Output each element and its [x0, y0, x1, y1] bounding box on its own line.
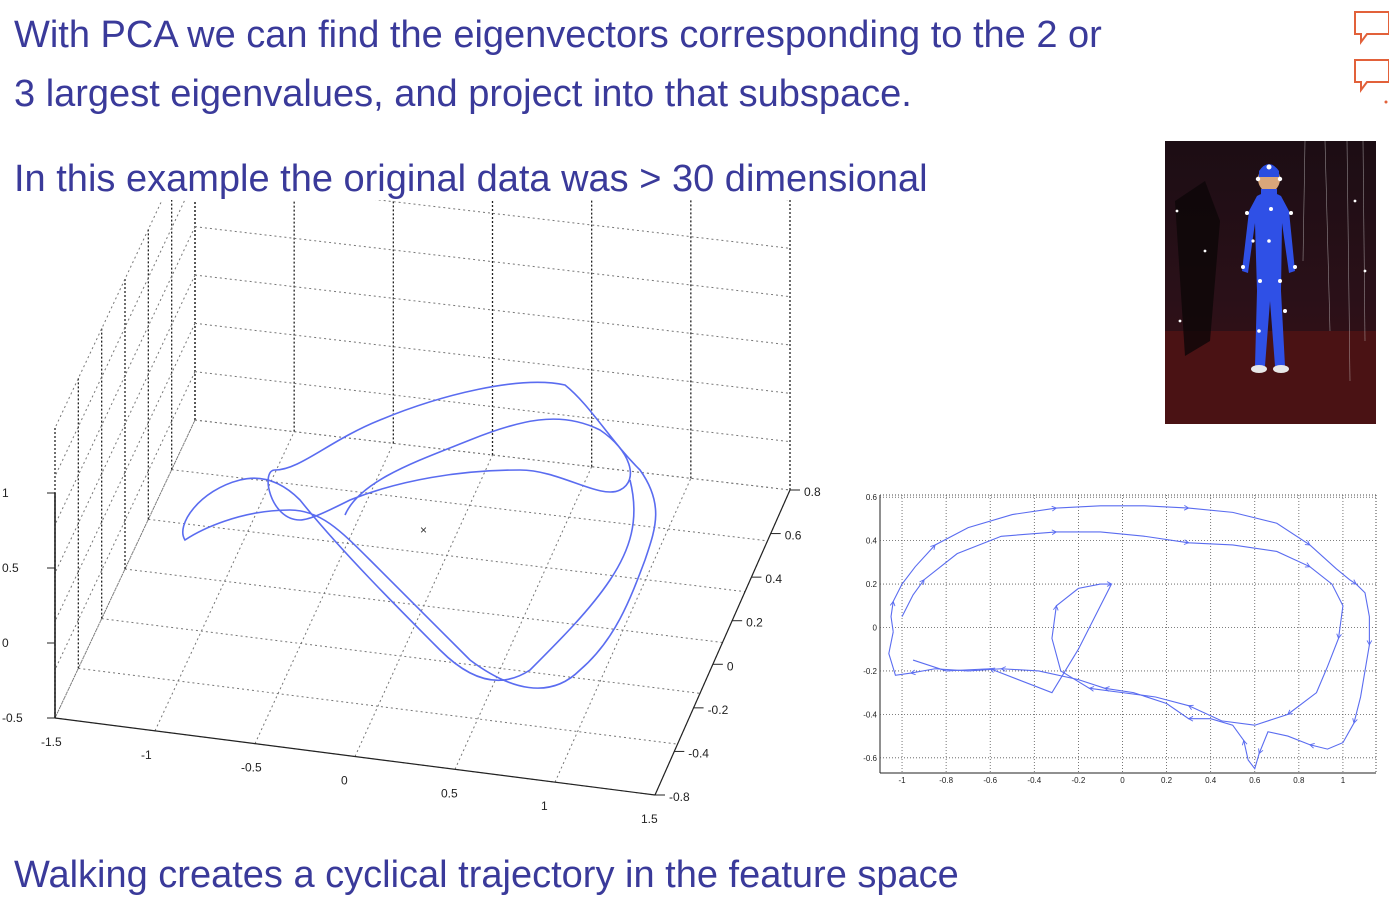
trajectory-arrow [1352, 718, 1358, 724]
x-tick-label: 0.4 [1205, 776, 1217, 785]
x-tick-label: 1 [1341, 776, 1346, 785]
slide-text-line-3: In this example the original data was > … [14, 158, 928, 200]
trajectory-arrow [1187, 704, 1194, 710]
motion-capture-photo [1165, 141, 1376, 424]
trajectory-arrow [889, 600, 896, 607]
z-tick-label: 1 [2, 486, 9, 500]
trajectory-arrow [1287, 709, 1293, 715]
trajectory-2d-line [888, 505, 1370, 770]
trajectory-3d-line [182, 381, 657, 689]
trajectory-arrow [1308, 743, 1315, 749]
x-tick-label: -0.2 [1072, 776, 1086, 785]
trajectory-arrow [1366, 640, 1373, 646]
trajectory-arrow [1106, 581, 1113, 587]
y-tick-label: 0.4 [866, 537, 878, 546]
x-tick-label: -1 [898, 776, 906, 785]
slide-text-line-2: 3 largest eigenvalues, and project into … [14, 73, 912, 115]
z-tick-label: 0.5 [2, 561, 19, 575]
x-tick-label: 0.8 [1293, 776, 1305, 785]
x-tick-label: 0.2 [1161, 776, 1173, 785]
x-tick-label: -0.5 [241, 761, 262, 775]
x-tick-label: 0 [1120, 776, 1125, 785]
slide-footer-text: Walking creates a cyclical trajectory in… [14, 854, 959, 896]
trajectory-arrow [930, 544, 936, 550]
y-tick-label: 0.2 [746, 616, 763, 630]
y-tick-label: 0.4 [765, 572, 782, 586]
trajectory-arrow [909, 669, 916, 676]
trajectory-arrow [1053, 604, 1059, 611]
speech-bubble-icon[interactable] [1354, 59, 1389, 93]
y-tick-label: 0.2 [866, 580, 878, 589]
svg-text:×: × [420, 523, 427, 537]
x-tick-label: -0.6 [983, 776, 997, 785]
y-tick-label: -0.2 [708, 703, 729, 717]
y-tick-label: 0.6 [866, 493, 878, 502]
trajectory-arrow [1000, 666, 1006, 672]
z-tick-label: 0 [2, 636, 9, 650]
speech-bubble-icon[interactable] [1354, 11, 1389, 45]
trajectory-arrow [989, 667, 996, 673]
x-tick-label: 0.6 [1249, 776, 1261, 785]
slide-text-line-1: With PCA we can find the eigenvectors co… [14, 14, 1102, 56]
trajectory-arrow [1088, 686, 1095, 692]
trajectory-arrow [1241, 739, 1248, 746]
trajectory-arrow [1187, 715, 1194, 722]
pca-2d-plot: -1 -0.8 -0.6 -0.4 -0.2 0 0.2 0.4 0.6 0.8 1 -0.6 -0.4… [848, 485, 1389, 790]
trajectory-arrow [919, 578, 925, 585]
y-tick-label: 0 [727, 659, 734, 673]
x-tick-label: 0 [341, 774, 348, 788]
y-tick-label: -0.4 [863, 710, 877, 719]
pca-3d-plot: -1.5 -1 -0.5 0 0.5 1 1.5 -0.8 -0.4 -0.2 0 0.2 0.4 0.6… [0, 129, 850, 830]
x-tick-label: -0.8 [939, 776, 953, 785]
y-tick-label: -0.6 [863, 754, 877, 763]
trajectory-arrow [1336, 633, 1342, 640]
x-tick-label: 1.5 [641, 812, 658, 826]
x-tick-label: -1 [141, 748, 152, 762]
y-tick-label: 0 [873, 623, 878, 632]
trajectory-arrow [1183, 539, 1190, 545]
y-tick-label: -0.4 [688, 746, 709, 760]
x-tick-label: 0.5 [441, 786, 458, 800]
trajectory-arrow [1051, 529, 1058, 536]
x-tick-label: -1.5 [41, 735, 62, 749]
y-tick-label: 0.8 [804, 485, 821, 499]
y-tick-label: -0.2 [863, 667, 877, 676]
trajectory-arrow [1351, 579, 1357, 585]
comment-icons [1349, 4, 1389, 104]
trajectory-arrow [1183, 505, 1190, 511]
trajectory-arrow [1051, 505, 1058, 512]
x-tick-label: 1 [541, 799, 548, 813]
x-tick-label: -0.4 [1027, 776, 1041, 785]
trajectory-arrow [1258, 748, 1264, 755]
y-tick-label: -0.8 [669, 790, 690, 804]
trajectory-arrow [1304, 562, 1311, 568]
z-tick-label: -0.5 [2, 711, 23, 725]
trajectory-arrow [1304, 540, 1311, 546]
y-tick-label: 0.6 [785, 529, 802, 543]
